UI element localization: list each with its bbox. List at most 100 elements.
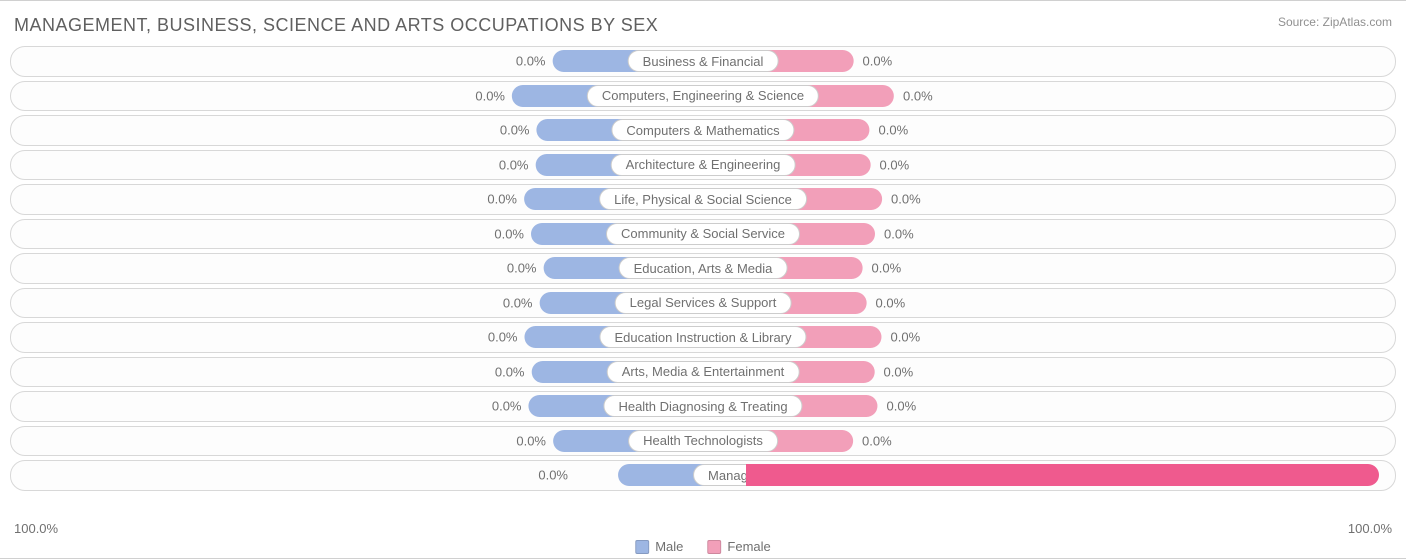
chart-container: MANAGEMENT, BUSINESS, SCIENCE AND ARTS O… bbox=[0, 0, 1406, 559]
legend-label-female: Female bbox=[727, 539, 770, 554]
female-value-label: 0.0% bbox=[876, 295, 906, 310]
male-bar bbox=[531, 223, 617, 245]
male-value-label: 0.0% bbox=[492, 261, 537, 276]
female-value-label: 0.0% bbox=[879, 123, 909, 138]
category-label: Computers & Mathematics bbox=[611, 119, 794, 141]
bar-row: Business & Financial0.0%0.0% bbox=[10, 46, 1396, 77]
female-bar-extended bbox=[746, 464, 1379, 486]
axis-left-label: 100.0% bbox=[14, 521, 58, 536]
category-label: Health Diagnosing & Treating bbox=[603, 395, 802, 417]
female-bar bbox=[784, 119, 870, 141]
source-attribution: Source: ZipAtlas.com bbox=[1278, 15, 1392, 29]
male-bar bbox=[524, 188, 610, 210]
row-center-group: Architecture & Engineering bbox=[536, 154, 871, 176]
bar-row: Health Diagnosing & Treating 0.0% 0.0% bbox=[10, 391, 1396, 422]
male-value-label: 0.0% bbox=[523, 468, 568, 483]
female-bar bbox=[784, 154, 870, 176]
bar-row: Health Technologists 0.0% 0.0% bbox=[10, 426, 1396, 457]
male-value-label: 0.0% bbox=[485, 123, 530, 138]
male-value-label: 0.0% bbox=[460, 88, 505, 103]
category-label: Education Instruction & Library bbox=[599, 326, 806, 348]
male-bar bbox=[512, 85, 598, 107]
female-bar bbox=[789, 223, 875, 245]
male-value-label: 0.0% bbox=[488, 295, 533, 310]
row-center-group: Legal Services & Support bbox=[540, 292, 867, 314]
female-value-label: 0.0% bbox=[862, 433, 892, 448]
chart-title: MANAGEMENT, BUSINESS, SCIENCE AND ARTS O… bbox=[10, 7, 1396, 40]
source-label: Source: bbox=[1278, 15, 1319, 29]
bar-row: Life, Physical & Social Science 0.0% 0.0% bbox=[10, 184, 1396, 215]
row-center-group: Computers, Engineering & Science bbox=[512, 85, 894, 107]
legend-item-female: Female bbox=[707, 539, 770, 554]
bar-row: Arts, Media & Entertainment 0.0% 0.0% bbox=[10, 357, 1396, 388]
bar-row: Legal Services & Support 0.0% 0.0% bbox=[10, 288, 1396, 319]
row-center-group: Education, Arts & Media bbox=[544, 257, 863, 279]
legend: Male Female bbox=[635, 539, 771, 554]
female-bar bbox=[792, 395, 878, 417]
male-value-label: 0.0% bbox=[480, 364, 525, 379]
male-bar bbox=[536, 154, 622, 176]
female-bar bbox=[788, 361, 874, 383]
source-name: ZipAtlas.com bbox=[1323, 15, 1392, 29]
male-value-label: 0.0% bbox=[472, 192, 517, 207]
male-value-label: 0.0% bbox=[484, 157, 529, 172]
male-bar bbox=[553, 50, 639, 72]
male-bar bbox=[540, 292, 626, 314]
female-value-label: 0.0% bbox=[884, 226, 914, 241]
category-label: Arts, Media & Entertainment bbox=[607, 361, 800, 383]
row-center-group: Arts, Media & Entertainment bbox=[532, 361, 875, 383]
legend-label-male: Male bbox=[655, 539, 683, 554]
category-label: Health Technologists bbox=[628, 430, 778, 452]
male-value-label: 0.0% bbox=[501, 54, 546, 69]
category-label: Legal Services & Support bbox=[615, 292, 792, 314]
category-label: Business & Financial bbox=[628, 50, 779, 72]
row-center-group: Education Instruction & Library bbox=[524, 326, 881, 348]
row-center-group: Community & Social Service bbox=[531, 223, 875, 245]
male-value-label: 0.0% bbox=[473, 330, 518, 345]
row-center-group: Health Diagnosing & Treating bbox=[528, 395, 877, 417]
male-bar bbox=[528, 395, 614, 417]
bar-row: Architecture & Engineering 0.0% 0.0% bbox=[10, 150, 1396, 181]
male-value-label: 0.0% bbox=[501, 433, 546, 448]
male-bar bbox=[532, 361, 618, 383]
row-center-group: Computers & Mathematics bbox=[536, 119, 869, 141]
legend-swatch-female bbox=[707, 540, 721, 554]
x-axis: 100.0% 100.0% bbox=[14, 521, 1392, 536]
female-value-label: 0.0% bbox=[872, 261, 902, 276]
female-value-label: 0.0% bbox=[887, 399, 917, 414]
female-value-label: 0.0% bbox=[891, 330, 921, 345]
axis-right-label: 100.0% bbox=[1348, 521, 1392, 536]
male-value-label: 0.0% bbox=[479, 226, 524, 241]
legend-item-male: Male bbox=[635, 539, 683, 554]
male-bar bbox=[553, 430, 639, 452]
bar-row: Community & Social Service 0.0% 0.0% bbox=[10, 219, 1396, 250]
female-bar bbox=[767, 50, 853, 72]
row-center-group: Health Technologists bbox=[553, 430, 853, 452]
bar-row: Computers, Engineering & Science 0.0% 0.0% bbox=[10, 81, 1396, 112]
row-center-group: Life, Physical & Social Science bbox=[524, 188, 882, 210]
rows-container: Business & Financial0.0%0.0%Computers, E… bbox=[10, 46, 1396, 491]
female-value-label: 0.0% bbox=[903, 88, 933, 103]
male-value-label: 0.0% bbox=[477, 399, 522, 414]
female-value-label: 0.0% bbox=[884, 364, 914, 379]
category-label: Computers, Engineering & Science bbox=[587, 85, 819, 107]
female-bar bbox=[796, 188, 882, 210]
category-label: Community & Social Service bbox=[606, 223, 800, 245]
male-bar bbox=[536, 119, 622, 141]
male-bar bbox=[618, 464, 704, 486]
female-value-label: 0.0% bbox=[891, 192, 921, 207]
legend-swatch-male bbox=[635, 540, 649, 554]
category-label: Architecture & Engineering bbox=[611, 154, 796, 176]
female-bar bbox=[776, 257, 862, 279]
bar-row: Education Instruction & Library 0.0% 0.0% bbox=[10, 322, 1396, 353]
row-center-group: Business & Financial bbox=[553, 50, 854, 72]
female-value-label: 0.0% bbox=[880, 157, 910, 172]
male-bar bbox=[544, 257, 630, 279]
male-bar bbox=[524, 326, 610, 348]
category-label: Life, Physical & Social Science bbox=[599, 188, 807, 210]
bar-row: Management0.0%100.0% bbox=[10, 460, 1396, 491]
female-bar bbox=[767, 430, 853, 452]
female-bar bbox=[796, 326, 882, 348]
female-bar bbox=[808, 85, 894, 107]
category-label: Education, Arts & Media bbox=[619, 257, 788, 279]
